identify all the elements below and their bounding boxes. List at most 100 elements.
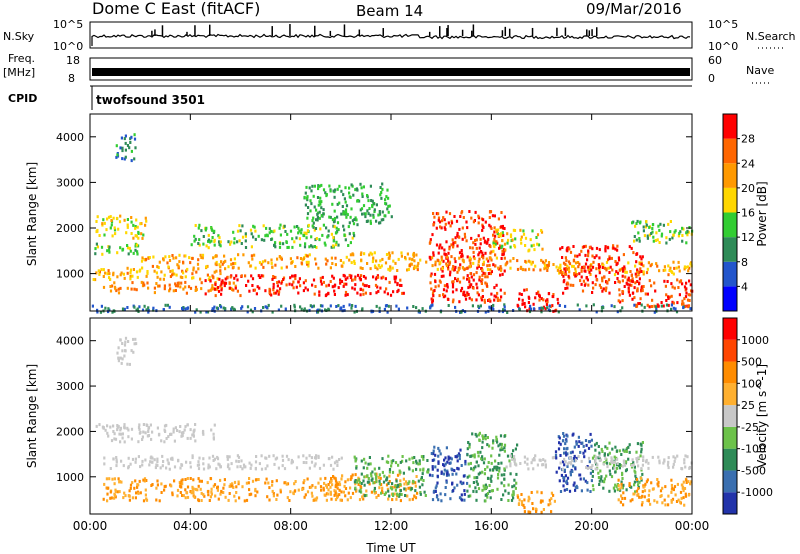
vel-cell bbox=[395, 479, 398, 483]
vel-cell bbox=[184, 478, 187, 481]
power-cell bbox=[463, 293, 467, 297]
power-cell bbox=[506, 260, 509, 264]
power-cell bbox=[490, 258, 493, 262]
power-cell bbox=[502, 234, 505, 237]
power-cell bbox=[572, 283, 575, 287]
power-cell bbox=[636, 268, 639, 272]
vel-cell bbox=[591, 474, 594, 478]
vel-cell bbox=[517, 502, 521, 506]
vel-cell bbox=[354, 482, 357, 486]
vel-cell bbox=[380, 483, 383, 486]
power-cell bbox=[354, 188, 357, 192]
vel-cell bbox=[426, 459, 429, 462]
power-cell bbox=[538, 298, 541, 302]
power-cell bbox=[439, 280, 442, 284]
power-cell bbox=[633, 296, 636, 300]
power-cell bbox=[494, 253, 497, 257]
vel-cell bbox=[388, 474, 391, 478]
power-cell bbox=[360, 251, 363, 255]
power-cell bbox=[295, 236, 298, 240]
power-cell bbox=[621, 279, 624, 283]
power-cell bbox=[168, 259, 172, 262]
power-cell bbox=[435, 226, 438, 230]
vel-cell bbox=[113, 492, 116, 496]
vel-cell bbox=[165, 437, 168, 440]
power-cell bbox=[197, 267, 200, 271]
power-cell bbox=[330, 245, 333, 249]
vel-cell bbox=[679, 500, 682, 504]
power-cell bbox=[331, 274, 334, 278]
power-cell bbox=[316, 218, 319, 222]
vel-cell bbox=[302, 454, 305, 458]
vel-cell bbox=[503, 443, 507, 447]
vel-cell bbox=[479, 450, 482, 454]
power-cell bbox=[237, 266, 240, 270]
power-cell bbox=[683, 285, 687, 289]
power-cell bbox=[466, 274, 469, 278]
vel-cell bbox=[414, 496, 418, 500]
power-cell bbox=[132, 223, 135, 227]
power-cell bbox=[685, 241, 688, 245]
power-cell bbox=[334, 256, 337, 260]
power-cell bbox=[220, 292, 223, 296]
power-cell bbox=[163, 284, 166, 288]
vel-cell bbox=[365, 493, 368, 497]
vel-cell bbox=[212, 459, 215, 462]
vel-cell bbox=[375, 475, 378, 479]
vel-cell bbox=[534, 454, 537, 458]
power-cell bbox=[280, 304, 283, 308]
power-cell bbox=[631, 277, 634, 281]
power-cell bbox=[352, 253, 355, 257]
vel-cell bbox=[573, 481, 576, 485]
vel-cell bbox=[327, 483, 330, 486]
power-cell bbox=[204, 292, 207, 296]
power-cell bbox=[454, 236, 457, 240]
vel-cell bbox=[527, 499, 530, 503]
power-cell bbox=[499, 268, 503, 272]
power-cell bbox=[681, 239, 684, 243]
vel-cell bbox=[351, 473, 354, 477]
vel-cell bbox=[529, 510, 532, 514]
vel-cell bbox=[415, 467, 418, 471]
vel-cell bbox=[272, 494, 275, 498]
power-cell bbox=[384, 201, 387, 205]
power-cell bbox=[336, 202, 339, 206]
power-cell bbox=[630, 283, 633, 287]
vel-cell bbox=[189, 436, 192, 440]
vel-cell bbox=[468, 445, 471, 449]
vel-cell bbox=[211, 454, 215, 458]
power-cell bbox=[304, 191, 307, 195]
vel-cell bbox=[431, 465, 434, 469]
power-cell bbox=[540, 306, 543, 310]
power-cell bbox=[311, 305, 314, 309]
vel-cell bbox=[156, 457, 159, 461]
power-cell bbox=[262, 265, 265, 269]
power-cell bbox=[175, 273, 178, 277]
vel-cell bbox=[402, 471, 405, 475]
power-cell bbox=[182, 271, 185, 275]
vel-cell bbox=[389, 486, 392, 490]
vel-cell bbox=[396, 483, 400, 487]
vel-cell bbox=[591, 456, 595, 460]
vel-cell bbox=[385, 460, 388, 464]
vel-cell bbox=[439, 452, 442, 456]
vel-cell bbox=[355, 480, 359, 484]
power-ytick-label: 3000 bbox=[56, 176, 84, 189]
vel-cell bbox=[503, 484, 506, 488]
power-cell bbox=[115, 216, 119, 220]
power-cell bbox=[641, 285, 644, 289]
vel-cell bbox=[685, 481, 688, 484]
cpid-label: CPID bbox=[8, 92, 37, 105]
vel-cell bbox=[210, 490, 213, 494]
vel-cell bbox=[488, 484, 491, 487]
power-cell bbox=[236, 278, 239, 282]
vel-cell bbox=[609, 462, 612, 466]
power-cell bbox=[182, 287, 185, 291]
power-cell bbox=[348, 221, 351, 225]
power-cell bbox=[152, 306, 155, 310]
vel-cell bbox=[151, 430, 154, 434]
power-cell bbox=[333, 225, 336, 229]
power-cell bbox=[543, 261, 546, 265]
vel-cell bbox=[264, 481, 267, 485]
